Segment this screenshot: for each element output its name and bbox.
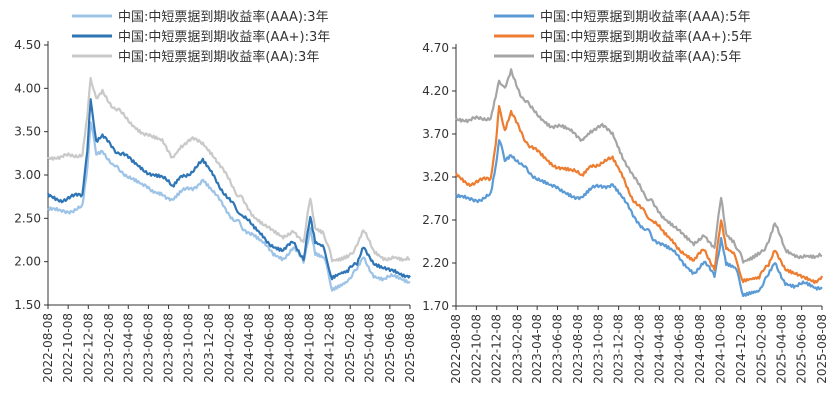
x-tick-label: 2023-02-08 (102, 313, 116, 383)
x-tick-label: 2025-08-08 (815, 314, 828, 384)
series-line-3 (47, 76, 411, 263)
y-tick-label: 4.50 (14, 38, 41, 52)
x-tick-label: 2025-04-08 (363, 313, 377, 383)
x-tick-label: 2024-12-08 (734, 314, 748, 384)
x-tick-label: 2023-10-08 (182, 313, 196, 383)
legend-label: 中国:中短票据到期收益率(AA+):3年 (118, 29, 330, 45)
x-tick-label: 2025-04-08 (774, 314, 788, 384)
x-tick-label: 2025-08-08 (403, 313, 414, 383)
x-tick-label: 2022-10-08 (469, 314, 483, 384)
x-tick-label: 2023-10-08 (591, 314, 605, 384)
x-tick-label: 2024-06-08 (262, 313, 276, 383)
x-tick-label: 2024-08-08 (282, 313, 296, 383)
x-tick-label: 2025-02-08 (755, 314, 769, 384)
x-tick-label: 2022-10-08 (61, 313, 75, 383)
y-tick-label: 4.20 (422, 84, 449, 98)
x-tick-label: 2022-12-08 (490, 314, 504, 384)
series-line-1 (47, 121, 411, 292)
series-line-1 (455, 139, 823, 298)
x-tick-label: 2025-02-08 (343, 313, 357, 383)
y-tick-label: 4.00 (14, 81, 41, 95)
x-tick-label: 2024-08-08 (693, 314, 707, 384)
x-tick-label: 2023-06-08 (551, 314, 565, 384)
x-tick-label: 2023-04-08 (530, 314, 544, 384)
x-tick-label: 2023-06-08 (141, 313, 155, 383)
x-tick-label: 2024-02-08 (222, 313, 236, 383)
y-tick-label: 1.50 (14, 298, 41, 312)
legend-label: 中国:中短票据到期收益率(AAA):3年 (118, 9, 329, 25)
x-tick-label: 2023-12-08 (202, 313, 216, 383)
x-tick-label: 2024-10-08 (303, 313, 317, 383)
series-line-2 (454, 105, 824, 285)
y-tick-label: 4.70 (422, 41, 449, 55)
x-tick-label: 2024-06-08 (673, 314, 687, 384)
x-tick-label: 2022-12-08 (81, 313, 95, 383)
x-tick-label: 2024-10-08 (713, 314, 727, 384)
x-tick-label: 2022-08-08 (41, 313, 55, 383)
x-tick-label: 2023-12-08 (612, 314, 626, 384)
legend-label: 中国:中短票据到期收益率(AA):5年 (540, 49, 741, 65)
y-tick-label: 2.70 (422, 213, 449, 227)
x-tick-label: 2025-06-08 (383, 313, 397, 383)
series-lines (46, 76, 411, 292)
x-tick-label: 2023-04-08 (121, 313, 135, 383)
series-line-2 (46, 98, 411, 281)
legend: 中国:中短票据到期收益率(AAA):3年中国:中短票据到期收益率(AA+):3年… (72, 9, 330, 65)
x-tick-label: 2024-02-08 (632, 314, 646, 384)
series-lines (454, 68, 824, 298)
y-tick-label: 2.50 (14, 211, 41, 225)
y-tick-label: 3.70 (422, 127, 449, 141)
x-tick-label: 2022-08-08 (449, 314, 463, 384)
legend-label: 中国:中短票据到期收益率(AA):3年 (118, 49, 319, 65)
x-tick-label: 2024-04-08 (242, 313, 256, 383)
x-tick-label: 2023-08-08 (162, 313, 176, 383)
x-tick-label: 2023-02-08 (510, 314, 524, 384)
x-tick-label: 2025-06-08 (795, 314, 809, 384)
y-tick-label: 2.00 (14, 255, 41, 269)
series-line-3 (455, 68, 823, 264)
y-tick-label: 2.20 (422, 256, 449, 270)
y-tick-label: 3.00 (14, 168, 41, 182)
y-tick-label: 3.20 (422, 170, 449, 184)
legend-label: 中国:中短票据到期收益率(AAA):5年 (540, 9, 751, 25)
x-tick-label: 2023-08-08 (571, 314, 585, 384)
y-tick-label: 1.70 (422, 299, 449, 313)
legend-label: 中国:中短票据到期收益率(AA+):5年 (540, 29, 752, 45)
x-tick-label: 2024-12-08 (323, 313, 337, 383)
legend: 中国:中短票据到期收益率(AAA):5年中国:中短票据到期收益率(AA+):5年… (494, 9, 752, 65)
y-tick-label: 3.50 (14, 125, 41, 139)
x-tick-label: 2024-04-08 (652, 314, 666, 384)
